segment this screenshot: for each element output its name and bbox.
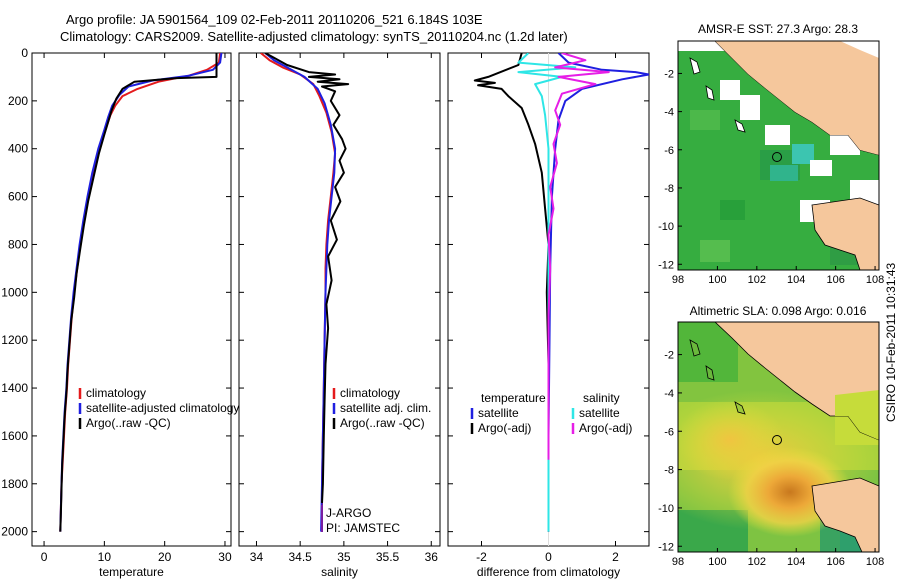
- sla-map-title: Altimetric SLA: 0.098 Argo: 0.016: [690, 304, 867, 318]
- depth-tick-label: 1000: [1, 285, 28, 299]
- sla_map-xtick-label: 108: [866, 556, 884, 568]
- sla-map: [677, 321, 880, 553]
- salinity-line-2: [264, 53, 350, 503]
- sst_map-axes: 98 100 102 104 106 108 -2 -4 -6 -8 -10 -12: [658, 68, 884, 286]
- sla_map-xtick-label: 100: [708, 556, 726, 568]
- depth-tick-label: 600: [8, 190, 28, 204]
- sla_map-ytick-label: -12: [658, 541, 674, 553]
- salinity-frame: [238, 52, 441, 547]
- sla_map-ytick-label: -6: [664, 426, 674, 438]
- temperature-line-1: [59, 53, 223, 532]
- temperature-legend-label: climatology: [86, 386, 146, 400]
- difference-xtick-label: 0: [545, 550, 552, 564]
- temperature-series-group: [59, 53, 223, 532]
- sst-map: [677, 40, 880, 271]
- difference-line-1: [473, 53, 550, 532]
- temperature-xtick-label: 30: [218, 550, 232, 564]
- sst_map-xtick-label: 104: [787, 274, 805, 286]
- difference-line-0: [547, 53, 649, 532]
- sla_map-xtick-label: 98: [672, 556, 684, 568]
- sst_map-ytick-label: -2: [664, 68, 674, 80]
- difference-xtick-label: -2: [476, 550, 487, 564]
- sst_map-xtick-label: 102: [748, 274, 766, 286]
- temperature-xlabel: temperature: [99, 565, 164, 579]
- sla_map-axes: 98 100 102 104 106 108 -2 -4 -6 -8 -10 -12: [658, 350, 884, 568]
- depth-tick-label: 0: [21, 46, 28, 60]
- salinity-xtick-label: 34: [250, 550, 264, 564]
- sst_map-xtick-label: 108: [866, 274, 884, 286]
- salinity-legend-label: satellite adj. clim.: [340, 401, 431, 415]
- salinity-xtick-label: 35.5: [376, 550, 400, 564]
- depth-tick-label: 400: [8, 142, 28, 156]
- difference-legend-label: Argo(-adj): [478, 421, 531, 435]
- difference-legend-label: satellite: [478, 406, 519, 420]
- sst_map-ytick-label: -6: [664, 145, 674, 157]
- sst_map-ytick-label: -10: [658, 221, 674, 233]
- temperature-line-0: [59, 53, 222, 532]
- chart-marks: 0 10 20 30020040060080010001200140016001800…: [1, 46, 884, 579]
- temperature-xtick-label: 10: [98, 550, 112, 564]
- difference-legend-heading-temperature: temperature: [481, 391, 546, 405]
- depth-tick-label: 1600: [1, 429, 28, 443]
- temperature-frame: [31, 52, 232, 547]
- salinity-xtick-label: 34.5: [288, 550, 312, 564]
- temperature-legend-label: satellite-adjusted climatology: [86, 401, 239, 415]
- sst-argo-marker: [772, 152, 782, 162]
- depth-tick-label: 1200: [1, 333, 28, 347]
- sla_map-xtick-label: 102: [748, 556, 766, 568]
- salinity-annotation: PI: JAMSTEC: [326, 521, 400, 535]
- temperature-line-2: [59, 53, 218, 532]
- sst_map-xtick-label: 106: [826, 274, 844, 286]
- figure-title-line1: Argo profile: JA 5901564_109 02-Feb-2011…: [66, 12, 483, 27]
- sla_map-ytick-label: -2: [664, 350, 674, 362]
- sla_map-ytick-label: -10: [658, 503, 674, 515]
- difference-line-3: [547, 53, 610, 460]
- sla_map-xtick-label: 106: [826, 556, 844, 568]
- sst_map-ytick-label: -4: [664, 107, 674, 119]
- depth-tick-label: 800: [8, 237, 28, 251]
- salinity-xtick-label: 35: [337, 550, 351, 564]
- depth-tick-label: 200: [8, 94, 28, 108]
- salinity-series-group: [260, 53, 350, 532]
- salinity-legend-label: climatology: [340, 386, 400, 400]
- sst-map-title: AMSR-E SST: 27.3 Argo: 28.3: [698, 22, 858, 36]
- figure-title-line2: Climatology: CARS2009. Satellite-adjuste…: [60, 29, 568, 44]
- sla_map-ytick-label: -8: [664, 465, 674, 477]
- sst_map-ytick-label: -12: [658, 259, 674, 271]
- depth-tick-label: 2000: [1, 525, 28, 539]
- difference-legend-label: satellite: [579, 406, 620, 420]
- difference-legend-heading-salinity: salinity: [583, 391, 620, 405]
- profile-panel-temperature: 0 10 20 30 0 200 400 600 800 1000 1200 1400 1600 1800…: [1, 46, 239, 579]
- temperature-legend-label: Argo(..raw -QC): [86, 416, 171, 430]
- depth-tick-label: 1800: [1, 477, 28, 491]
- difference-series-group: [473, 53, 649, 532]
- sst_map-xtick-label: 100: [708, 274, 726, 286]
- depth-tick-label: 1400: [1, 381, 28, 395]
- salinity-xtick-label: 36: [425, 550, 439, 564]
- sla-argo-marker: [772, 435, 782, 445]
- profile-panel-salinity: 34 34.5 35 35.5 36 salinity climatologysatelli…: [238, 52, 441, 579]
- sst_map-xtick-label: 98: [672, 274, 684, 286]
- salinity-xlabel: salinity: [321, 565, 358, 579]
- temperature-xtick-label: 20: [158, 550, 172, 564]
- salinity-line-1: [264, 53, 337, 532]
- difference-legend-label: Argo(-adj): [579, 421, 632, 435]
- sla_map-ytick-label: -4: [664, 388, 674, 400]
- salinity-legend-label: Argo(..raw -QC): [340, 416, 425, 430]
- difference-xlabel: difference from climatology: [477, 565, 620, 579]
- difference-xtick-label: 2: [612, 550, 619, 564]
- salinity-annotation: J-ARGO: [326, 506, 371, 520]
- temperature-xtick-label: 0: [41, 550, 48, 564]
- sla_map-xtick-label: 104: [787, 556, 805, 568]
- sst_map-ytick-label: -8: [664, 183, 674, 195]
